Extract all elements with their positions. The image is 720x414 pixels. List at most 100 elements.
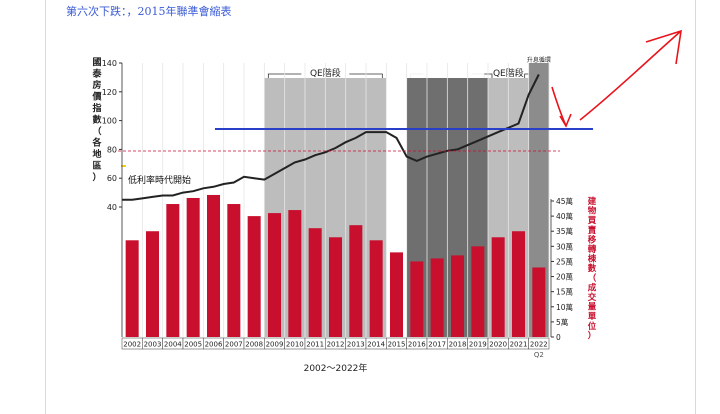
left-frame-border xyxy=(45,0,46,414)
left-axis-title-char: 房 xyxy=(92,79,101,91)
right-tick-label: 5萬 xyxy=(556,317,568,327)
volume-bar xyxy=(308,228,322,337)
right-frame-border xyxy=(695,0,696,414)
right-axis-title-char: 量 xyxy=(588,302,597,313)
volume-bar xyxy=(410,261,424,337)
right-axis-title-char: 轉 xyxy=(588,244,597,255)
left-axis-title-char: 指 xyxy=(92,102,101,114)
left-axis-title-char: 數 xyxy=(92,114,102,126)
volume-bar xyxy=(145,231,160,337)
right-axis-title-char: 賣 xyxy=(587,225,597,236)
right-axis-title-char: 買 xyxy=(588,215,597,226)
volume-bar xyxy=(471,246,485,337)
year-label: 2017 xyxy=(428,341,446,349)
right-axis-title-char: 棟 xyxy=(588,254,597,265)
phase-bracket xyxy=(267,73,383,78)
left-axis-title-char: 區 xyxy=(92,161,101,172)
year-label: 2018 xyxy=(449,341,467,349)
volume-bar xyxy=(166,204,180,337)
volume-bar xyxy=(125,240,139,337)
year-label: 2014 xyxy=(367,341,385,349)
right-axis-title-char: 建 xyxy=(587,196,597,207)
right-axis-title-char: 數 xyxy=(588,263,597,274)
image-caption: 第六次下跌：，2015年聯準會縮表 xyxy=(66,5,232,18)
right-tick-label: 0 xyxy=(556,333,561,342)
left-axis-title-char: 地 xyxy=(92,148,101,160)
volume-bar xyxy=(267,213,282,337)
left-axis-title-char: 國 xyxy=(92,57,101,68)
right-tick-label: 15萬 xyxy=(556,287,573,297)
left-tick-label: 100 xyxy=(102,117,117,126)
left-tick-label: 40 xyxy=(107,203,117,212)
price-index-line xyxy=(122,74,540,201)
right-tick-label: 40萬 xyxy=(556,211,573,221)
right-tick-label: 45萬 xyxy=(556,196,573,206)
left-tick-label: 140 xyxy=(102,59,117,68)
volume-bar xyxy=(206,194,221,337)
right-tick-label: 35萬 xyxy=(556,226,573,236)
volume-bars xyxy=(125,194,546,337)
left-tick-label: 80 xyxy=(107,145,117,154)
volume-bar xyxy=(369,240,383,337)
axes: 406080100120140國泰房價指數（各地區）05萬10萬15萬20萬25… xyxy=(91,57,596,374)
right-axis-title-char: ） xyxy=(588,330,597,341)
year-label: 2021 xyxy=(510,341,528,349)
left-axis-title-char: （ xyxy=(92,126,101,137)
marker-swatch xyxy=(121,165,126,167)
right-tick-label: 20萬 xyxy=(556,272,573,282)
left-axis-title-char: ） xyxy=(92,172,101,183)
low-rate-annotation: 低利率時代開始 xyxy=(128,174,191,186)
right-tick-label: 10萬 xyxy=(556,302,573,312)
down-arrow-head-icon xyxy=(559,113,572,128)
overlay-annotations: 低利率時代開始 xyxy=(118,29,682,186)
x-axis-title: 2002～2022年 xyxy=(304,362,368,374)
phase-bracket xyxy=(410,73,485,78)
year-box xyxy=(528,337,550,350)
left-tick-label: 120 xyxy=(102,88,117,97)
year-label: 2010 xyxy=(286,341,304,349)
volume-bar xyxy=(389,252,404,337)
price-index-line-group xyxy=(122,74,540,201)
volume-bar xyxy=(227,204,241,337)
year-label: 2020 xyxy=(489,341,507,349)
year-label: 2019 xyxy=(469,341,487,349)
year-label: 2012 xyxy=(327,341,345,349)
volume-bar xyxy=(349,225,363,337)
volume-bar xyxy=(288,210,302,337)
year-label: 2009 xyxy=(266,341,284,349)
right-tick-label: 30萬 xyxy=(556,241,573,251)
right-axis-title-char: 移 xyxy=(588,234,597,245)
up-arrow-icon xyxy=(579,30,682,121)
down-arrow-icon xyxy=(551,86,567,127)
right-axis-title-char: 物 xyxy=(588,206,597,217)
volume-bar xyxy=(247,216,261,337)
year-label: 2002 xyxy=(123,341,141,349)
left-tick-label: 60 xyxy=(107,174,117,183)
volume-bar xyxy=(511,231,526,337)
volume-bar xyxy=(430,258,444,337)
year-label: 2003 xyxy=(144,341,162,349)
volume-bar xyxy=(450,255,465,337)
quarter-label: Q2 xyxy=(534,351,544,359)
year-label: 2005 xyxy=(184,341,202,349)
up-arrow-head-icon xyxy=(645,29,682,65)
year-label: 2016 xyxy=(408,341,426,349)
year-label: 2022 xyxy=(530,341,548,349)
volume-bar xyxy=(491,237,505,337)
year-label: 2004 xyxy=(164,341,182,349)
volume-bar xyxy=(532,267,546,337)
year-label: 2015 xyxy=(388,341,406,349)
right-tick-label: 25萬 xyxy=(556,256,573,266)
year-label: 2013 xyxy=(347,341,365,349)
year-label: 2011 xyxy=(306,341,324,349)
right-axis-title-char: （ xyxy=(588,273,597,284)
left-axis-title-char: 泰 xyxy=(91,68,102,80)
divider-lines xyxy=(121,63,550,337)
year-label: 2008 xyxy=(245,341,263,349)
volume-bar xyxy=(328,237,343,337)
right-axis-title-char: 成 xyxy=(588,282,597,293)
left-axis-title-char: 價 xyxy=(91,91,102,103)
right-axis-title-char: 交 xyxy=(588,292,597,303)
